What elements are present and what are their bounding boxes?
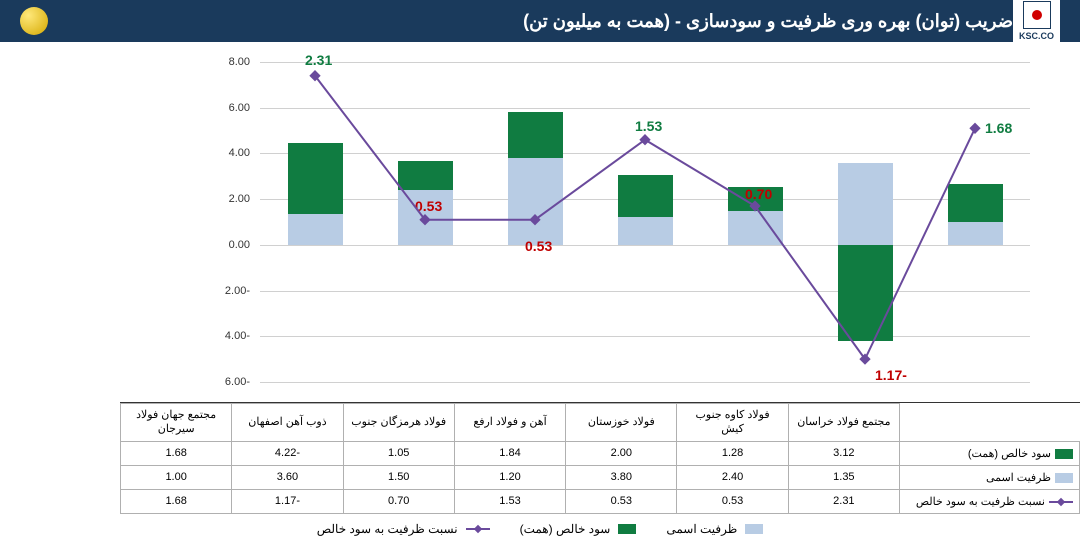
legend-item: نسبت ظرفیت به سود خالص (317, 522, 490, 536)
category-header: ذوب آهن اصفهان (232, 404, 343, 442)
y-axis-label: 2.00 (210, 193, 250, 205)
table-cell: 0.70 (343, 489, 454, 513)
legend-item: ظرفیت اسمی (666, 522, 763, 536)
logo-icon (1023, 1, 1051, 29)
table-cell: 1.53 (454, 489, 565, 513)
legend-swatch-icon (618, 524, 636, 534)
table-cell: 0.53 (677, 489, 788, 513)
table-cell: -4.22 (232, 441, 343, 465)
legend-swatch-icon (1055, 449, 1073, 459)
data-table: مجتمع فولاد خراسانفولاد کاوه جنوب کیشفول… (120, 402, 1080, 514)
table-cell: 3.12 (788, 441, 899, 465)
chart-container: KSC.CO ضریب (توان) بهره وری ظرفیت و سودس… (0, 0, 1080, 554)
category-header: مجتمع فولاد خراسان (788, 404, 899, 442)
y-axis-label: -4.00 (210, 330, 250, 342)
legend-swatch-icon (1055, 473, 1073, 483)
table-cell: 1.68 (121, 441, 232, 465)
y-axis-label: 8.00 (210, 56, 250, 68)
table-cell: 1.28 (677, 441, 788, 465)
legend-label: سود خالص (همت) (520, 522, 611, 536)
table-cell: 2.31 (788, 489, 899, 513)
logo: KSC.CO (1013, 0, 1060, 43)
legend-swatch-icon (745, 524, 763, 534)
y-axis-label: 6.00 (210, 102, 250, 114)
table-cell: -1.17 (232, 489, 343, 513)
table-cell: 1.50 (343, 465, 454, 489)
table-cell: 1.35 (788, 465, 899, 489)
table-cell: 3.60 (232, 465, 343, 489)
table-row-head: نسبت ظرفیت به سود خالص (900, 489, 1080, 513)
line-series (260, 62, 1030, 382)
logo-text: KSC.CO (1019, 31, 1054, 41)
sphere-icon (20, 7, 48, 35)
table-cell: 0.53 (566, 489, 677, 513)
category-header: فولاد کاوه جنوب کیش (677, 404, 788, 442)
table-row-head: سود خالص (همت) (900, 441, 1080, 465)
table-row-head: ظرفیت اسمی (900, 465, 1080, 489)
y-axis-label: 0.00 (210, 239, 250, 251)
y-axis-label: 4.00 (210, 147, 250, 159)
table-cell: 1.00 (121, 465, 232, 489)
legend-label: ظرفیت اسمی (666, 522, 737, 536)
table-cell: 2.40 (677, 465, 788, 489)
table-cell: 3.80 (566, 465, 677, 489)
table-cell: 1.84 (454, 441, 565, 465)
header: KSC.CO ضریب (توان) بهره وری ظرفیت و سودس… (0, 0, 1080, 42)
table-cell: 1.68 (121, 489, 232, 513)
legend-line-icon (466, 524, 490, 534)
legend-line-icon (1049, 497, 1073, 507)
page-title: ضریب (توان) بهره وری ظرفیت و سودسازی - (… (48, 11, 1013, 32)
category-header: مجتمع جهان فولاد سیرجان (121, 404, 232, 442)
chart-area: 2.310.530.531.530.70-1.171.68 8.00 6.00 4.… (0, 42, 1080, 402)
legend: ظرفیت اسمی سود خالص (همت) نسبت ظرفیت به سو… (0, 514, 1080, 544)
gridline (260, 382, 1030, 383)
category-header: آهن و فولاد ارفع (454, 404, 565, 442)
table-cell: 1.20 (454, 465, 565, 489)
table-cell: 1.05 (343, 441, 454, 465)
legend-label: نسبت ظرفیت به سود خالص (317, 522, 458, 536)
legend-item: سود خالص (همت) (520, 522, 637, 536)
table-cell: 2.00 (566, 441, 677, 465)
y-axis-label: -2.00 (210, 285, 250, 297)
category-header: فولاد خوزستان (566, 404, 677, 442)
plot: 2.310.530.531.530.70-1.171.68 (260, 62, 1030, 382)
y-axis-label: -6.00 (210, 376, 250, 388)
category-header: فولاد هرمزگان جنوب (343, 404, 454, 442)
